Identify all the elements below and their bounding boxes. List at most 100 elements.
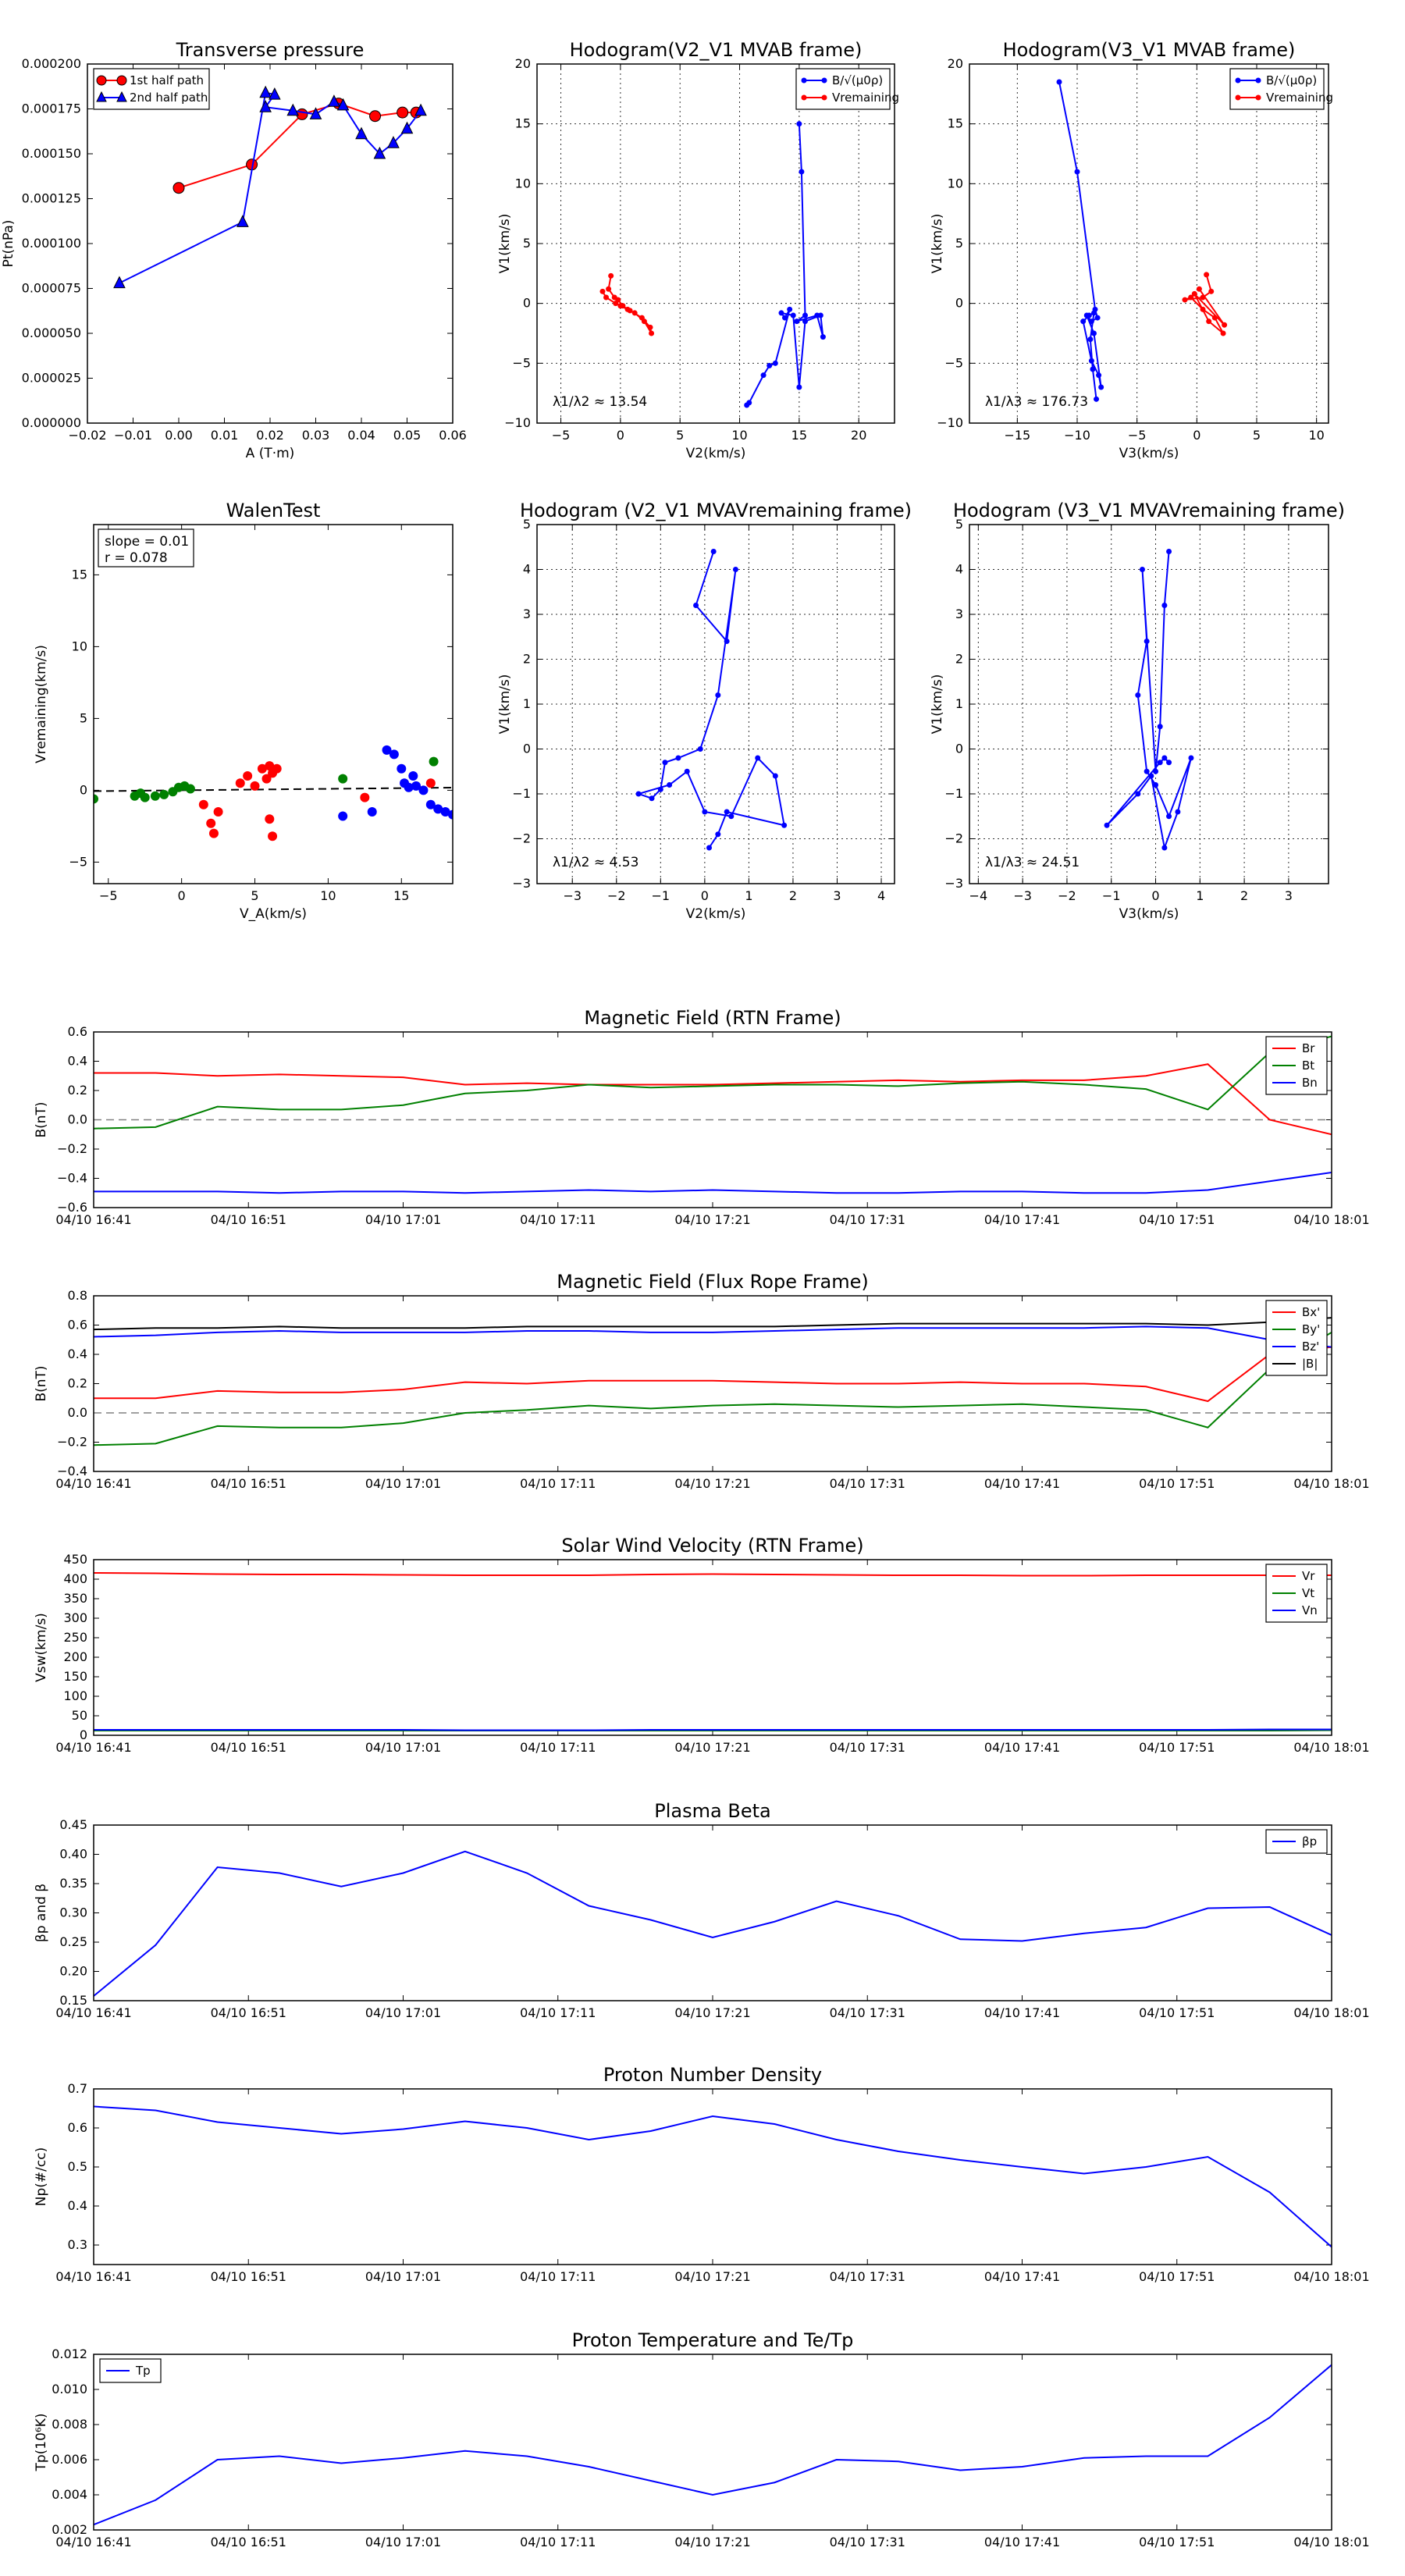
data-point	[328, 94, 340, 107]
data-point	[1104, 822, 1110, 828]
x-tick-label: 04/10 18:01	[1293, 2269, 1369, 2284]
data-point	[237, 215, 249, 227]
data-point	[198, 799, 208, 809]
chart-velocity: Solar Wind Velocity (RTN Frame) 04/10 16:…	[34, 1535, 1370, 1755]
y-tick-label: −0.2	[57, 1141, 87, 1156]
x-tick-label: 15	[791, 428, 807, 443]
x-tick-label: 04/10 18:01	[1293, 2005, 1369, 2020]
y-tick-label: 15	[72, 567, 87, 582]
data-point	[1196, 286, 1202, 292]
data-point	[613, 301, 619, 307]
data-point	[1096, 372, 1102, 379]
x-tick-label: 04/10 17:41	[984, 2005, 1060, 2020]
x-tick-label: 04/10 17:11	[520, 2269, 596, 2284]
stats-box	[98, 528, 194, 568]
data-point	[1166, 760, 1172, 766]
data-point	[802, 312, 808, 318]
data-point	[782, 315, 788, 321]
data-point	[1094, 315, 1101, 321]
ratio-annotation: λ1/λ2 ≈ 4.53	[553, 855, 638, 870]
legend-label: |B|	[1302, 1357, 1318, 1371]
chart-title: Hodogram(V3_V1 MVAB frame)	[1003, 39, 1296, 61]
data-point	[702, 809, 708, 815]
y-tick-label: 20	[948, 56, 963, 71]
y-tick-label: 0.6	[68, 2120, 87, 2135]
y-tick-label: −2	[944, 831, 963, 846]
x-tick-label: 04/10 17:01	[365, 2269, 441, 2284]
x-tick-label: 20	[851, 428, 866, 443]
x-tick-label: 04/10 17:51	[1139, 1740, 1215, 1755]
data-point	[355, 126, 368, 140]
ratio-annotation: λ1/λ3 ≈ 176.73	[985, 394, 1088, 410]
x-tick-label: 4	[877, 888, 885, 903]
y-tick-label: 10	[948, 176, 963, 190]
y-axis-label: Tp(10⁶K)	[34, 2413, 49, 2471]
data-point	[373, 146, 386, 159]
y-tick-label: 0	[955, 296, 963, 311]
data-point	[772, 360, 778, 366]
data-point	[599, 288, 606, 294]
data-point	[724, 639, 730, 644]
series-line-By'	[94, 1332, 1332, 1446]
data-point	[150, 791, 160, 801]
data-point	[715, 692, 721, 698]
data-point	[1188, 755, 1194, 761]
legend-label: 1st half path	[130, 73, 204, 87]
x-axis-label: V2(km/s)	[686, 906, 746, 922]
plot-area	[94, 745, 453, 841]
data-point	[1090, 366, 1096, 372]
data-point	[382, 745, 392, 755]
y-tick-label: 0.6	[68, 1318, 87, 1332]
x-axis-label: V_A(km/s)	[240, 906, 307, 922]
y-tick-label: 5	[523, 517, 531, 532]
data-point	[684, 768, 690, 774]
y-tick-label: 0.25	[59, 1934, 87, 1949]
plot-area	[94, 1035, 1332, 1194]
chart-title: Magnetic Field (Flux Rope Frame)	[557, 1271, 868, 1293]
data-point	[1086, 312, 1092, 318]
y-tick-label: 0.30	[59, 1905, 87, 1920]
fit-line	[94, 786, 453, 792]
data-point	[1088, 318, 1094, 325]
data-point	[1056, 79, 1062, 85]
plot-area	[599, 121, 826, 408]
y-axis-label: Vremaining(km/s)	[34, 645, 49, 763]
y-tick-label: −3	[512, 876, 531, 891]
data-point	[400, 121, 414, 134]
y-tick-label: −2	[512, 831, 531, 846]
data-point	[1161, 845, 1168, 851]
chart-transverse_pressure: Transverse pressure −0.02 −0.01 0.00 0.01 0.0…	[1, 39, 467, 461]
data-point	[397, 106, 409, 119]
x-tick-label: 04/10 16:51	[211, 2269, 286, 2284]
data-point	[693, 603, 699, 608]
data-point	[667, 782, 673, 788]
y-tick-label: 0	[523, 742, 531, 756]
x-tick-label: 0	[617, 428, 624, 443]
data-point	[286, 103, 300, 116]
data-point	[802, 318, 808, 325]
y-tick-label: −1	[944, 786, 963, 801]
y-tick-label: 10	[515, 176, 531, 190]
data-point	[387, 136, 400, 148]
data-point	[657, 786, 663, 792]
y-tick-label: 0.002	[52, 2522, 87, 2537]
x-tick-label: 04/10 17:01	[365, 1740, 441, 1755]
data-point	[185, 784, 195, 794]
x-tick-label: 5	[1253, 428, 1261, 443]
x-tick-label: 10	[731, 428, 747, 443]
legend-marker	[801, 94, 807, 101]
x-tick-label: 04/10 17:11	[520, 1740, 596, 1755]
data-point	[433, 804, 443, 814]
plot-frame	[969, 524, 1329, 884]
data-point	[608, 272, 614, 279]
x-axis-label: V3(km/s)	[1119, 906, 1179, 922]
x-tick-label: 04/10 17:31	[830, 1212, 905, 1227]
plot-area	[94, 1572, 1332, 1731]
legend-label: Vn	[1302, 1603, 1318, 1617]
chart-title: Proton Number Density	[603, 2064, 822, 2086]
plot-frame	[969, 63, 1329, 424]
data-point	[1161, 755, 1168, 761]
y-tick-label: 1	[523, 696, 531, 711]
x-tick-label: 04/10 17:21	[674, 1212, 750, 1227]
